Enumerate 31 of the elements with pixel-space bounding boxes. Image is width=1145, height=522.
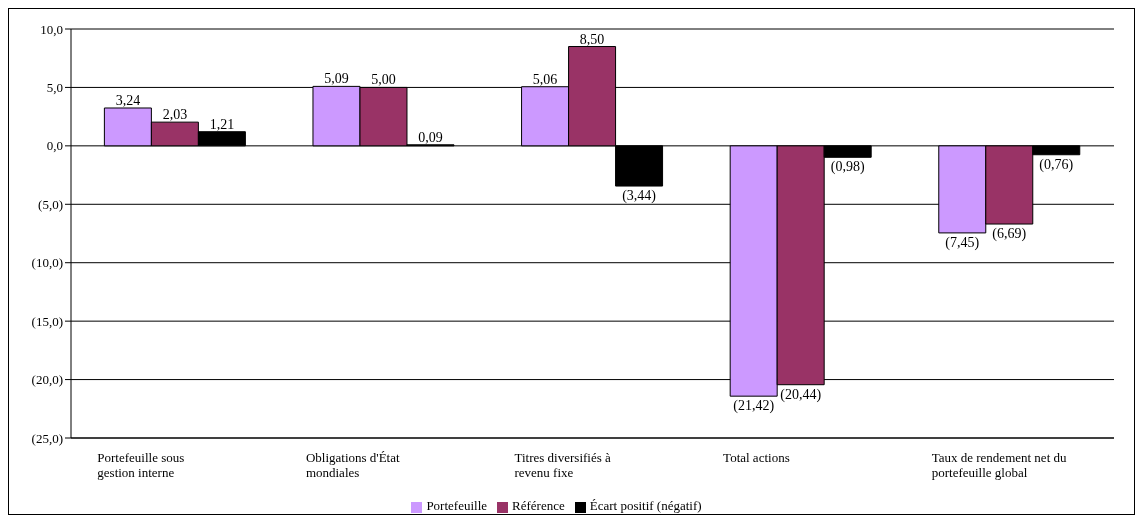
data-label: (0,98) xyxy=(830,159,865,176)
data-label: 8,50 xyxy=(579,31,605,47)
x-tick-label: Taux de rendement net du portefeuille global xyxy=(931,450,1068,480)
x-tick-label: Total actions xyxy=(723,450,790,465)
data-label: (20,44) xyxy=(780,386,822,403)
legend-label: Référence xyxy=(512,498,565,513)
x-tick-label: Obligations d'État mondiales xyxy=(305,450,400,480)
y-tick-label: (10,0) xyxy=(31,255,63,271)
data-label: (6,69) xyxy=(992,226,1027,243)
y-tick-label: 10,0 xyxy=(40,21,63,37)
x-tick-label: Titres diversifiés à revenu fixe xyxy=(514,450,612,480)
y-tick-label: (15,0) xyxy=(31,313,63,329)
data-label: 0,09 xyxy=(418,129,443,145)
data-label: 5,09 xyxy=(324,71,349,87)
y-tick-label: 0,0 xyxy=(46,138,63,154)
legend-label: Écart positif (négatif) xyxy=(589,498,702,513)
data-label: 1,21 xyxy=(209,116,235,132)
data-label: 3,24 xyxy=(115,93,141,108)
data-label: 5,00 xyxy=(371,72,396,88)
x-tick-label: Portefeuille sous gestion interne xyxy=(97,450,185,480)
data-label: (21,42) xyxy=(733,398,775,415)
data-label: (3,44) xyxy=(622,188,657,205)
y-tick-label: 5,0 xyxy=(46,80,63,96)
data-label: (0,76) xyxy=(1039,156,1074,173)
y-tick-label: (25,0) xyxy=(31,430,63,446)
legend-label: Portefeuille xyxy=(426,498,488,513)
data-label: (7,45) xyxy=(945,234,980,251)
data-label: 5,06 xyxy=(532,71,558,87)
data-label: 2,03 xyxy=(162,107,188,123)
y-tick-label: (20,0) xyxy=(31,372,63,388)
y-tick-label: (5,0) xyxy=(38,196,63,212)
